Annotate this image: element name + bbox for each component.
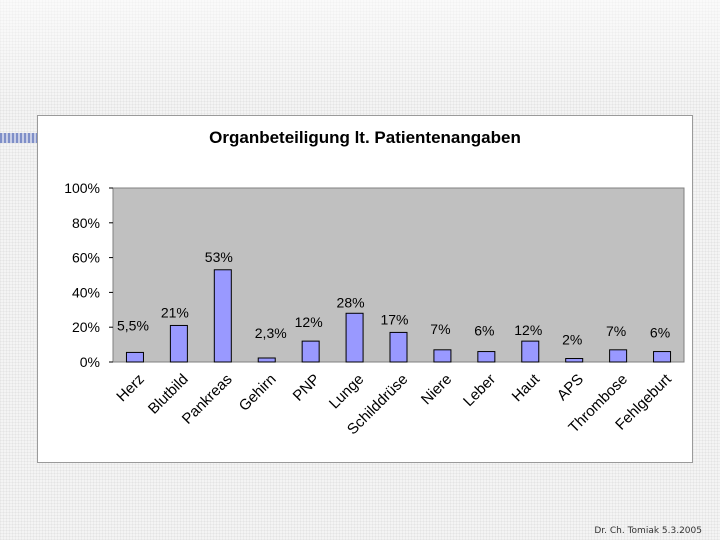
chart-container: Organbeteiligung lt. Patientenangaben 0%…	[37, 115, 693, 463]
bar-7	[433, 349, 452, 363]
category-label: Gehirn	[236, 371, 280, 415]
category-label: Leber	[460, 371, 499, 410]
bar-11	[609, 349, 628, 363]
y-tick-label: 0%	[80, 354, 100, 370]
chart-title: Organbeteiligung lt. Patientenangaben	[209, 128, 521, 147]
category-label: Haut	[509, 370, 544, 405]
bar-value-label: 53%	[205, 249, 233, 265]
category-label: Lunge	[326, 371, 368, 413]
bar-value-label: 12%	[295, 314, 323, 330]
bar-4	[301, 340, 320, 363]
bar-10	[565, 358, 584, 363]
bar-value-label: 2,3%	[255, 325, 287, 341]
bar-9	[521, 340, 540, 363]
bar-1	[169, 324, 188, 363]
background-fade	[0, 0, 720, 110]
bar-value-label: 21%	[161, 304, 189, 320]
y-tick-label: 20%	[72, 319, 100, 335]
category-label: Herz	[113, 371, 147, 405]
y-tick-label: 60%	[72, 250, 100, 266]
bar-value-label: 6%	[474, 323, 494, 339]
bar-6	[389, 331, 408, 363]
y-tick-label: 100%	[64, 180, 100, 196]
bar-value-label: 12%	[514, 322, 542, 338]
y-tick-label: 80%	[72, 215, 100, 231]
bar-value-label: 7%	[606, 323, 626, 339]
category-label: PNP	[290, 371, 324, 405]
category-label: APS	[554, 371, 587, 404]
bar-value-label: 2%	[562, 332, 582, 348]
y-tick-label: 40%	[72, 284, 100, 300]
bar-5	[345, 312, 364, 363]
bar-value-label: 5,5%	[117, 317, 149, 333]
bar-value-label: 7%	[430, 321, 450, 337]
bar-value-label: 17%	[380, 311, 408, 327]
bar-value-label: 6%	[650, 325, 670, 341]
bar-0	[125, 351, 144, 363]
bar-8	[477, 351, 496, 363]
footer-credit: Dr. Ch. Tomiak 5.3.2005	[594, 526, 702, 536]
bar-12	[653, 351, 672, 363]
bar-2	[213, 269, 232, 363]
bar-chart: 0% 20% 40% 60% 80% 100% 5,5% 21% 53% 2,3% 12% 28% 1…	[64, 180, 685, 438]
bar-value-label: 28%	[337, 294, 365, 310]
slide-accent-stripe	[0, 133, 38, 143]
category-label: Niere	[418, 371, 455, 408]
bar-3	[257, 357, 276, 363]
